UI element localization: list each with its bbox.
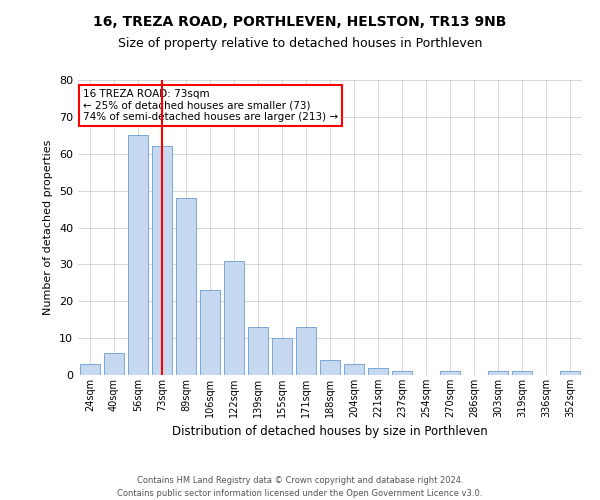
Bar — [344, 364, 364, 375]
Bar — [440, 372, 460, 375]
Bar — [272, 338, 292, 375]
Bar — [80, 364, 100, 375]
Bar — [488, 372, 508, 375]
Text: Contains HM Land Registry data © Crown copyright and database right 2024.
Contai: Contains HM Land Registry data © Crown c… — [118, 476, 482, 498]
X-axis label: Distribution of detached houses by size in Porthleven: Distribution of detached houses by size … — [172, 426, 488, 438]
Bar — [512, 372, 532, 375]
Bar — [128, 136, 148, 375]
Bar — [176, 198, 196, 375]
Text: Size of property relative to detached houses in Porthleven: Size of property relative to detached ho… — [118, 38, 482, 51]
Bar — [104, 353, 124, 375]
Bar — [248, 327, 268, 375]
Text: 16, TREZA ROAD, PORTHLEVEN, HELSTON, TR13 9NB: 16, TREZA ROAD, PORTHLEVEN, HELSTON, TR1… — [94, 15, 506, 29]
Bar — [224, 260, 244, 375]
Bar — [392, 372, 412, 375]
Bar — [560, 372, 580, 375]
Y-axis label: Number of detached properties: Number of detached properties — [43, 140, 53, 315]
Bar — [320, 360, 340, 375]
Bar — [368, 368, 388, 375]
Text: 16 TREZA ROAD: 73sqm
← 25% of detached houses are smaller (73)
74% of semi-detac: 16 TREZA ROAD: 73sqm ← 25% of detached h… — [83, 89, 338, 122]
Bar — [200, 290, 220, 375]
Bar — [152, 146, 172, 375]
Bar — [296, 327, 316, 375]
